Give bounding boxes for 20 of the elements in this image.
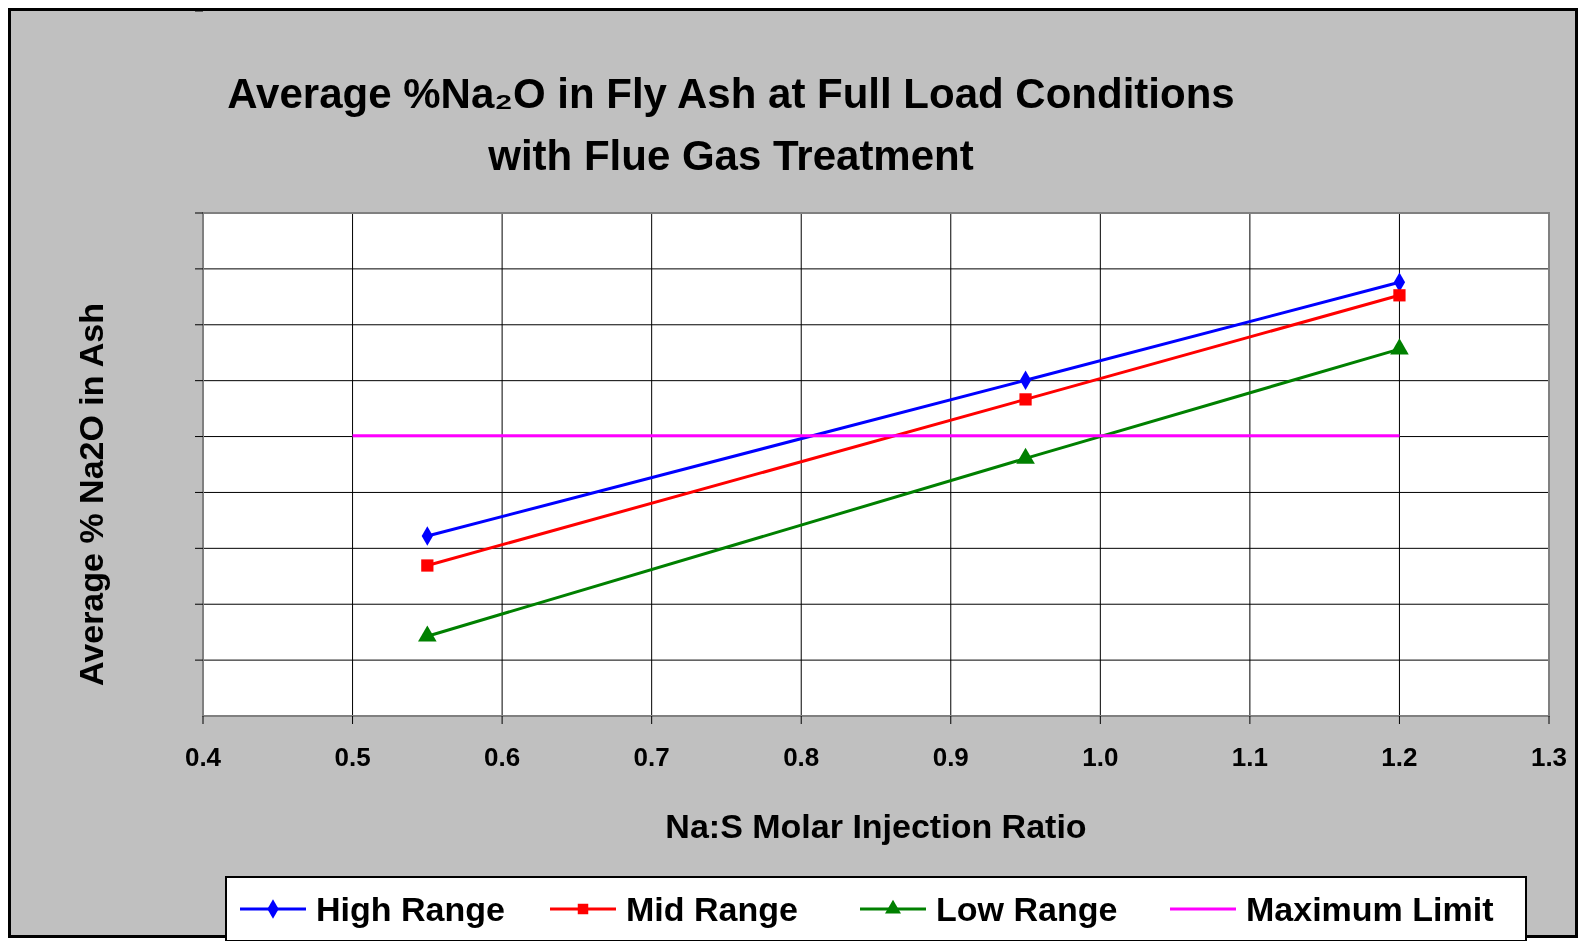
legend-label: High Range	[316, 890, 505, 928]
y-axis-title: Average % Na2O in Ash	[72, 303, 110, 686]
x-tick-label: 1.3	[1530, 742, 1568, 772]
point	[421, 559, 434, 572]
x-tick-label: 1.0	[1082, 742, 1119, 772]
chart-title: Average %Na₂O in Fly Ash at Full Load Conditions with Flue Gas Treatment	[226, 69, 1236, 181]
legend-label: Maximum Limit	[1246, 890, 1494, 928]
x-tick-label: 1.2	[1381, 742, 1418, 772]
legend-label: Low Range	[936, 890, 1118, 928]
x-tick-label: 1.1	[1231, 742, 1268, 772]
x-tick-label: 0.5	[334, 742, 371, 772]
point	[1019, 393, 1032, 406]
x-tick-label: 0.9	[932, 742, 969, 772]
legend-label: Mid Range	[626, 890, 798, 928]
x-tick-label: 0.8	[783, 742, 820, 772]
x-tick-label: 0.4	[184, 742, 222, 772]
x-axis-title: Na:S Molar Injection Ratio	[665, 807, 1087, 845]
point	[1393, 289, 1406, 302]
x-tick-label: 0.7	[633, 742, 670, 772]
x-tick-label: 0.6	[484, 742, 521, 772]
